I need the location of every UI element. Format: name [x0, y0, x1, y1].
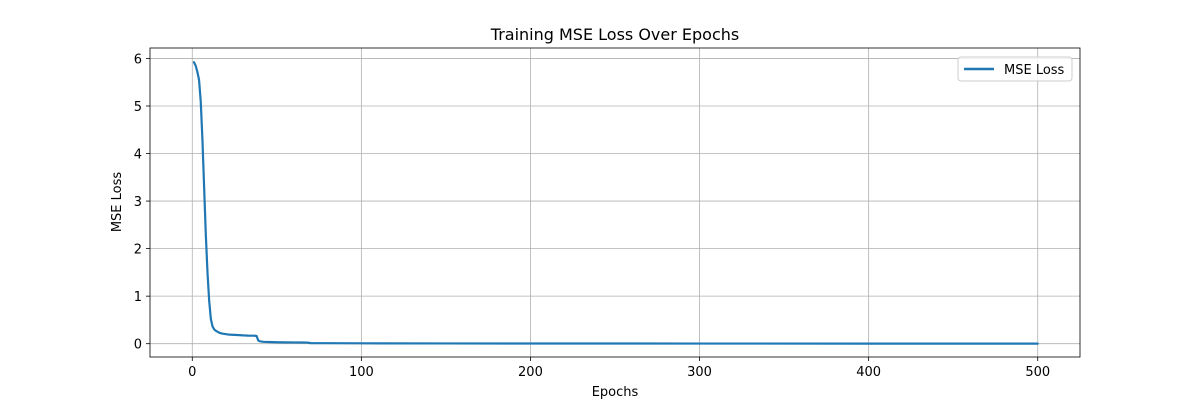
legend-label-mse-loss: MSE Loss — [1004, 63, 1065, 78]
y-tick-label: 1 — [134, 290, 142, 305]
legend: MSE Loss — [957, 56, 1073, 82]
chart-title: Training MSE Loss Over Epochs — [490, 25, 739, 44]
x-tick-label: 100 — [349, 365, 374, 380]
y-tick-label: 3 — [134, 195, 142, 210]
x-axis-label: Epochs — [592, 385, 639, 400]
plot-frame — [149, 47, 1081, 358]
y-tick-label: 5 — [134, 100, 142, 115]
y-axis-ticks: 0 1 2 3 4 5 6 — [134, 52, 150, 353]
x-tick-label: 0 — [188, 365, 196, 380]
x-tick-label: 400 — [856, 365, 881, 380]
series-line-mse-loss — [192, 61, 1039, 345]
y-tick-label: 4 — [134, 148, 142, 163]
grid-lines — [150, 48, 1080, 357]
x-tick-label: 300 — [687, 365, 712, 380]
legend-box — [957, 56, 1073, 82]
x-axis-ticks: 0 100 200 300 400 500 — [188, 357, 1050, 380]
y-axis-label: MSE Loss — [110, 172, 125, 233]
series-layer — [192, 61, 1039, 345]
x-tick-label: 500 — [1025, 365, 1050, 380]
x-tick-label: 200 — [518, 365, 543, 380]
y-tick-label: 6 — [134, 52, 142, 67]
y-tick-label: 2 — [134, 243, 142, 258]
y-tick-label: 0 — [134, 338, 142, 353]
